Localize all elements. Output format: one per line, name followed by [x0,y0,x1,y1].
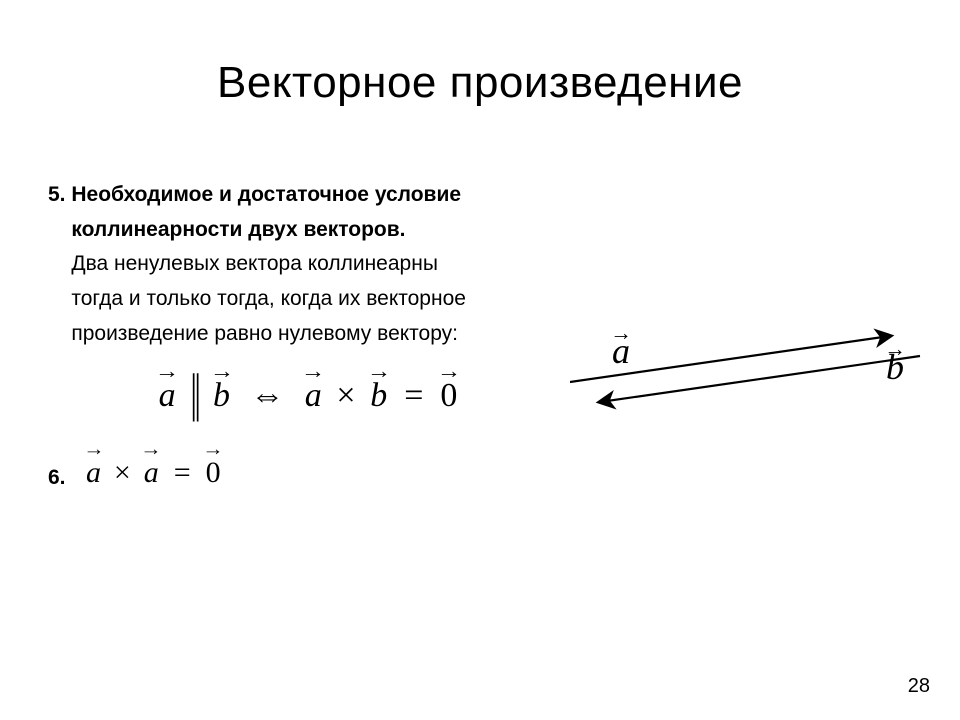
cross-symbol: × [336,377,355,414]
cross-symbol-2: × [114,456,131,489]
formula-collinearity: a || b ⇔ a × b = 0 [48,368,568,415]
item-5-text: 5. Необходимое и достаточное условие кол… [48,178,568,351]
page-number: 28 [908,675,930,698]
vec-b: b [213,368,230,415]
diagram-label-a: →a [612,330,630,372]
formula-a-cross-a: a × a = 0 [86,448,221,490]
slide-title: Векторное произведение [0,58,960,108]
vec-zero: 0 [440,368,457,415]
item-5-line2: тогда и только тогда, когда их векторное [71,287,466,310]
item-5-number: 5. [48,183,66,206]
item-5-heading-line2: коллинеарности двух векторов. [71,218,405,241]
vec-a-2: a [305,368,322,415]
equals-symbol: = [404,377,423,414]
vec-a-3: a [86,448,101,490]
item-5-line1: Два ненулевых вектора коллинеарны [71,252,438,275]
item-6-number: 6. [48,466,66,490]
equals-symbol-2: = [174,456,191,489]
collinear-vectors-diagram: →a →b [570,300,930,440]
vec-a-4: a [144,448,159,490]
diagram-label-b: →b [886,346,904,388]
vec-a: a [159,368,176,415]
parallel-symbol: || [190,364,198,423]
vec-b-2: b [370,368,387,415]
item-5-heading-line1: Необходимое и достаточное условие [71,183,461,206]
vec-zero-2: 0 [206,448,221,490]
iff-symbol: ⇔ [250,377,284,415]
slide: Векторное произведение 5. Необходимое и … [0,0,960,720]
vector-b-arrow [600,356,920,402]
item-5-line3: произведение равно нулевому вектору: [71,322,458,345]
